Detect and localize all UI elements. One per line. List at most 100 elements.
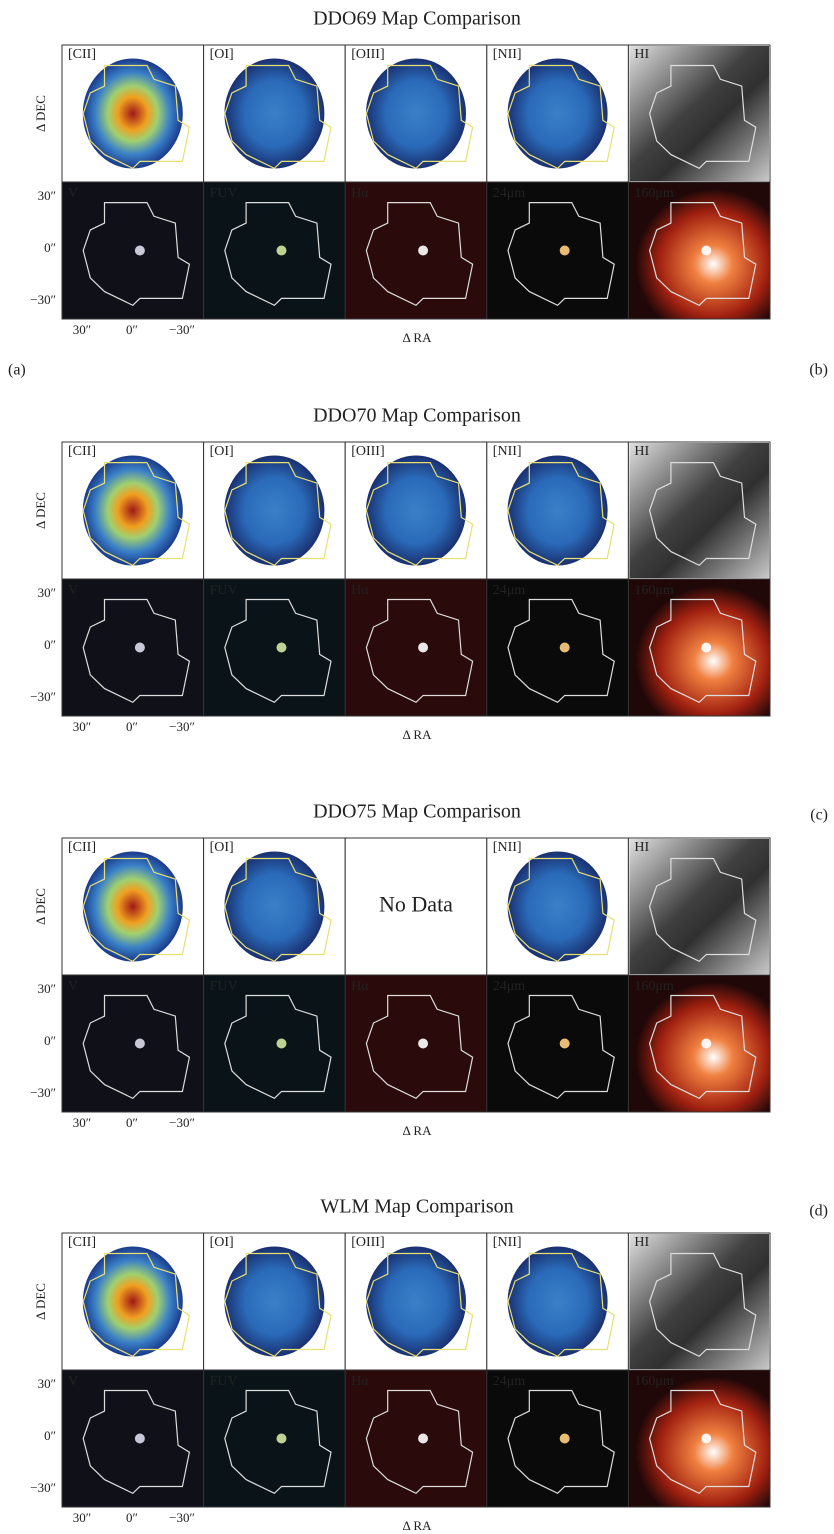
panel-label: 160μm — [634, 186, 674, 201]
x-tick-label: 0″ — [126, 719, 138, 734]
bright-source — [560, 1039, 570, 1049]
hi-map — [629, 1234, 769, 1369]
panel-label: Hα — [351, 186, 369, 201]
panel-label: Hα — [351, 979, 369, 994]
x-tick-label: 0″ — [126, 1115, 138, 1130]
bright-source — [701, 246, 711, 256]
y-axis-label: Δ DEC — [33, 492, 48, 529]
emission-map — [224, 852, 324, 962]
panel-label: [NII] — [493, 444, 522, 459]
subfigure-tag: (a) — [8, 362, 26, 379]
bright-source — [701, 643, 711, 653]
panel-label: [OIII] — [351, 1235, 384, 1250]
panel-label: [NII] — [493, 840, 522, 855]
x-axis-label: Δ RA — [403, 727, 433, 742]
y-tick-label: 0″ — [44, 240, 56, 255]
x-tick-label: 0″ — [126, 322, 138, 337]
bright-source — [418, 1434, 428, 1444]
panel-label: Hα — [351, 583, 369, 598]
bright-source — [135, 1039, 145, 1049]
panel-label: V — [68, 583, 78, 598]
x-axis-label: Δ RA — [403, 1518, 433, 1533]
bright-source — [276, 643, 286, 653]
x-tick-label: −30″ — [169, 719, 195, 734]
emission-map — [508, 1247, 608, 1357]
y-tick-label: 30″ — [38, 1376, 56, 1391]
figure-title: DDO75 Map Comparison — [313, 801, 521, 823]
panel-label: [CII] — [68, 47, 96, 62]
panel-label: [OI] — [210, 444, 234, 459]
panel-label: V — [68, 1374, 78, 1389]
bright-source — [135, 643, 145, 653]
emission-map — [83, 59, 183, 169]
bright-source — [135, 246, 145, 256]
bright-source — [560, 1434, 570, 1444]
panel-label: [OI] — [210, 840, 234, 855]
panel-label: HI — [634, 1235, 649, 1250]
bright-source — [701, 1039, 711, 1049]
x-tick-label: −30″ — [169, 1115, 195, 1130]
panel-label: 160μm — [634, 1374, 674, 1389]
bright-source — [418, 1039, 428, 1049]
panel-label: 24μm — [493, 1374, 526, 1389]
emission-map — [366, 1247, 466, 1357]
x-tick-label: 30″ — [73, 719, 91, 734]
hi-map — [629, 839, 769, 974]
panel-label: 24μm — [493, 186, 526, 201]
panel-label: 24μm — [493, 979, 526, 994]
y-axis-label: Δ DEC — [33, 888, 48, 925]
figure-title: WLM Map Comparison — [320, 1196, 513, 1218]
panel-label: V — [68, 186, 78, 201]
panel-label: FUV — [210, 979, 238, 994]
bright-source — [418, 643, 428, 653]
hi-map — [629, 443, 769, 578]
y-tick-label: 0″ — [44, 1428, 56, 1443]
figure-title: DDO69 Map Comparison — [313, 8, 521, 30]
emission-map — [224, 59, 324, 169]
emission-map — [508, 852, 608, 962]
figure-title: DDO70 Map Comparison — [313, 405, 521, 427]
x-tick-label: 30″ — [73, 322, 91, 337]
emission-map — [508, 59, 608, 169]
bright-source — [276, 1039, 286, 1049]
emission-map — [83, 1247, 183, 1357]
subfigure-tag: (c) — [810, 807, 828, 824]
panel-label: 160μm — [634, 583, 674, 598]
emission-map — [366, 456, 466, 566]
bright-source — [560, 643, 570, 653]
y-axis-label: Δ DEC — [33, 95, 48, 132]
y-tick-label: −30″ — [30, 1085, 56, 1100]
subfigure-tag: (b) — [809, 362, 828, 379]
y-tick-label: −30″ — [30, 292, 56, 307]
panel-label: 24μm — [493, 583, 526, 598]
y-tick-label: 0″ — [44, 1033, 56, 1048]
panel-label: 160μm — [634, 979, 674, 994]
hi-map — [629, 46, 769, 181]
panel-label: [CII] — [68, 1235, 96, 1250]
panel-label: FUV — [210, 1374, 238, 1389]
panel-label: FUV — [210, 186, 238, 201]
emission-map — [224, 1247, 324, 1357]
emission-map — [366, 59, 466, 169]
bright-source — [418, 246, 428, 256]
x-axis-label: Δ RA — [403, 1123, 433, 1138]
x-tick-label: 30″ — [73, 1115, 91, 1130]
bright-source — [560, 246, 570, 256]
panel-label: [CII] — [68, 840, 96, 855]
panel-label: [NII] — [493, 47, 522, 62]
panel-label: V — [68, 979, 78, 994]
panel-label: HI — [634, 47, 649, 62]
bright-source — [276, 246, 286, 256]
emission-map — [508, 456, 608, 566]
y-tick-label: 0″ — [44, 637, 56, 652]
y-tick-label: −30″ — [30, 1480, 56, 1495]
panel-label: [OI] — [210, 1235, 234, 1250]
y-axis-label: Δ DEC — [33, 1283, 48, 1320]
y-tick-label: 30″ — [38, 585, 56, 600]
x-tick-label: 0″ — [126, 1510, 138, 1525]
panel-label: HI — [634, 444, 649, 459]
x-tick-label: −30″ — [169, 322, 195, 337]
y-tick-label: 30″ — [38, 188, 56, 203]
x-tick-label: 30″ — [73, 1510, 91, 1525]
panel-label: HI — [634, 840, 649, 855]
